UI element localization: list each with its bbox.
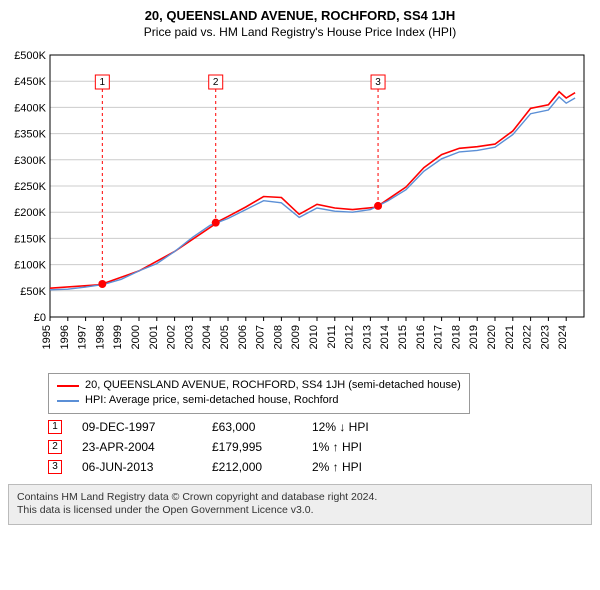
svg-text:2016: 2016 <box>415 325 427 349</box>
transaction-marker: 3 <box>48 460 62 474</box>
chart-title: 20, QUEENSLAND AVENUE, ROCHFORD, SS4 1JH <box>8 8 592 23</box>
transactions-table: 1 09-DEC-1997 £63,000 12% ↓ HPI 2 23-APR-2004… <box>48 420 592 474</box>
legend-item: 20, QUEENSLAND AVENUE, ROCHFORD, SS4 1JH… <box>57 378 461 393</box>
svg-text:2007: 2007 <box>255 325 267 349</box>
transaction-diff: 1% ↑ HPI <box>312 440 392 454</box>
svg-text:£100K: £100K <box>14 260 46 272</box>
svg-text:1995: 1995 <box>41 325 53 349</box>
svg-text:2020: 2020 <box>486 325 498 349</box>
svg-text:2: 2 <box>213 77 219 88</box>
svg-text:2006: 2006 <box>237 325 249 349</box>
transaction-date: 06-JUN-2013 <box>82 460 192 474</box>
svg-text:£250K: £250K <box>14 181 46 193</box>
svg-text:£350K: £350K <box>14 129 46 141</box>
svg-text:2005: 2005 <box>219 325 231 349</box>
svg-text:2009: 2009 <box>290 325 302 349</box>
svg-text:2000: 2000 <box>130 325 142 349</box>
svg-text:2014: 2014 <box>379 325 391 349</box>
svg-text:£400K: £400K <box>14 102 46 114</box>
chart-subtitle: Price paid vs. HM Land Registry's House … <box>8 25 592 39</box>
svg-text:£300K: £300K <box>14 155 46 167</box>
svg-text:£500K: £500K <box>14 50 46 62</box>
svg-text:2022: 2022 <box>522 325 534 349</box>
svg-text:2011: 2011 <box>326 325 338 349</box>
svg-text:2013: 2013 <box>361 325 373 349</box>
legend-swatch <box>57 385 79 387</box>
svg-text:2023: 2023 <box>539 325 551 349</box>
svg-text:2024: 2024 <box>557 325 569 349</box>
svg-text:2008: 2008 <box>272 325 284 349</box>
transaction-diff: 12% ↓ HPI <box>312 420 392 434</box>
svg-text:2004: 2004 <box>201 325 213 349</box>
svg-text:1998: 1998 <box>94 325 106 349</box>
transaction-row: 2 23-APR-2004 £179,995 1% ↑ HPI <box>48 440 592 454</box>
transaction-price: £212,000 <box>212 460 292 474</box>
transaction-marker: 1 <box>48 420 62 434</box>
svg-text:2019: 2019 <box>468 325 480 349</box>
chart-area: £0 £50K £100K £150K £200K £250K £300K £350K £400… <box>8 47 592 367</box>
footer-line-2: This data is licensed under the Open Gov… <box>17 504 583 518</box>
svg-text:1996: 1996 <box>59 325 71 349</box>
svg-text:£150K: £150K <box>14 233 46 245</box>
transaction-date: 09-DEC-1997 <box>82 420 192 434</box>
svg-text:1997: 1997 <box>77 325 89 349</box>
svg-text:2021: 2021 <box>504 325 516 349</box>
legend-swatch <box>57 400 79 402</box>
svg-text:£450K: £450K <box>14 76 46 88</box>
footer-line-1: Contains HM Land Registry data © Crown c… <box>17 491 583 505</box>
svg-text:1: 1 <box>100 77 106 88</box>
transaction-marker: 2 <box>48 440 62 454</box>
svg-text:£50K: £50K <box>20 286 46 298</box>
svg-text:2001: 2001 <box>148 325 160 349</box>
line-chart-svg: £0 £50K £100K £150K £200K £250K £300K £350K £400… <box>8 47 592 367</box>
svg-text:£200K: £200K <box>14 207 46 219</box>
legend-item: HPI: Average price, semi-detached house,… <box>57 393 461 408</box>
legend: 20, QUEENSLAND AVENUE, ROCHFORD, SS4 1JH… <box>48 373 470 414</box>
transaction-price: £63,000 <box>212 420 292 434</box>
legend-label: 20, QUEENSLAND AVENUE, ROCHFORD, SS4 1JH… <box>85 378 461 393</box>
svg-text:2002: 2002 <box>166 325 178 349</box>
svg-text:2015: 2015 <box>397 325 409 349</box>
transaction-row: 3 06-JUN-2013 £212,000 2% ↑ HPI <box>48 460 592 474</box>
transaction-diff: 2% ↑ HPI <box>312 460 392 474</box>
transaction-row: 1 09-DEC-1997 £63,000 12% ↓ HPI <box>48 420 592 434</box>
svg-text:2018: 2018 <box>450 325 462 349</box>
transaction-date: 23-APR-2004 <box>82 440 192 454</box>
transaction-price: £179,995 <box>212 440 292 454</box>
svg-text:1999: 1999 <box>112 325 124 349</box>
svg-text:2010: 2010 <box>308 325 320 349</box>
svg-text:2017: 2017 <box>433 325 445 349</box>
svg-text:£0: £0 <box>34 312 46 324</box>
svg-text:2003: 2003 <box>183 325 195 349</box>
legend-label: HPI: Average price, semi-detached house,… <box>85 393 339 408</box>
attribution-footer: Contains HM Land Registry data © Crown c… <box>8 484 592 525</box>
svg-text:2012: 2012 <box>344 325 356 349</box>
svg-text:3: 3 <box>375 77 381 88</box>
